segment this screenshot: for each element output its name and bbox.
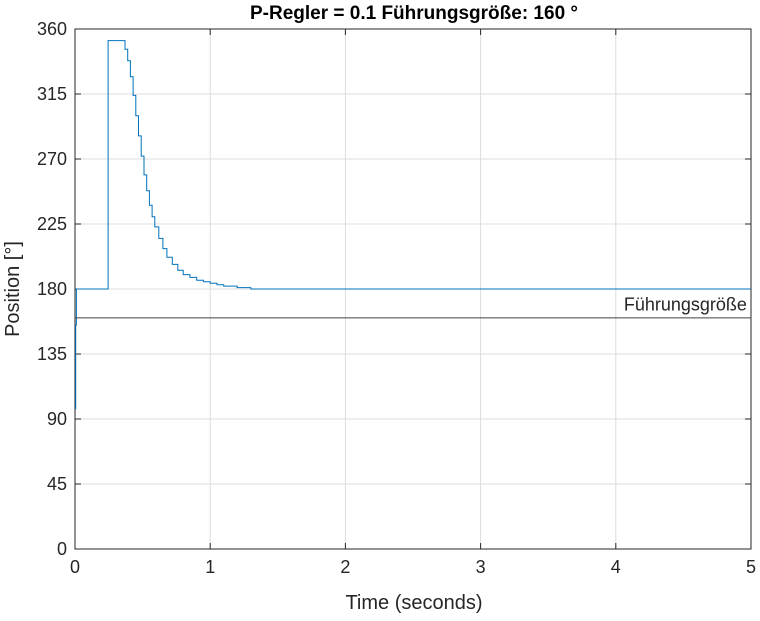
y-tick-label: 360 bbox=[37, 19, 67, 39]
annotation-layer: Führungsgröße bbox=[624, 295, 747, 315]
y-tick-label: 90 bbox=[47, 409, 67, 429]
y-axis-label: Position [°] bbox=[2, 241, 24, 337]
y-tick-label: 135 bbox=[37, 344, 67, 364]
y-tick-label: 45 bbox=[47, 474, 67, 494]
x-tick-label: 1 bbox=[205, 557, 215, 577]
y-tick-label: 180 bbox=[37, 279, 67, 299]
annotation-label: Führungsgröße bbox=[624, 295, 747, 315]
chart-title: P-Regler = 0.1 Führungsgröße: 160 ° bbox=[250, 3, 578, 24]
series-layer bbox=[75, 40, 751, 410]
y-tick-label: 315 bbox=[37, 84, 67, 104]
x-axis-label: Time (seconds) bbox=[345, 592, 482, 614]
x-tick-label: 4 bbox=[611, 557, 621, 577]
series-line-1 bbox=[75, 40, 751, 410]
y-tick-label: 225 bbox=[37, 214, 67, 234]
x-tick-label: 0 bbox=[70, 557, 80, 577]
x-tick-label: 2 bbox=[340, 557, 350, 577]
y-tick-label: 270 bbox=[37, 149, 67, 169]
x-tick-label: 5 bbox=[746, 557, 756, 577]
x-tick-label: 3 bbox=[476, 557, 486, 577]
x-axis-ticks: 0 1 2 3 4 5 bbox=[70, 29, 756, 577]
y-tick-label: 0 bbox=[57, 539, 67, 559]
y-axis-ticks: 0 45 90 135 180 225 270 315 360 bbox=[37, 19, 751, 559]
